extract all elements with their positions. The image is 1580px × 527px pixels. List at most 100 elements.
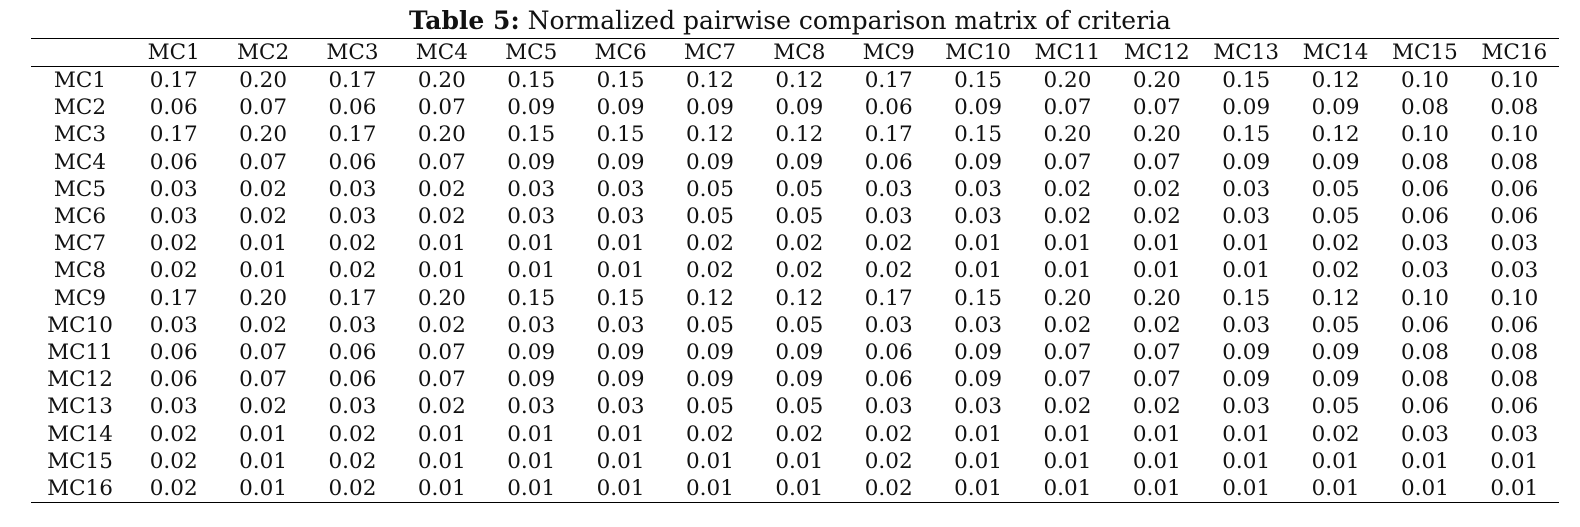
table-cell: 0.01 [417,231,466,257]
table-caption-text: Normalized pairwise comparison matrix of… [527,6,1171,35]
column-header: MC15 [1392,40,1458,65]
table-header-row: MC1 MC2 MC3 MC4 MC5 MC6 MC7 MC8 MC9 MC10 MC11 MC12 M… [31,38,1559,67]
table-cell: 0.03 [954,204,1002,230]
table-cell: 0.09 [1311,367,1360,393]
column-header: MC1 [147,40,200,65]
table-cell: 0.02 [1043,394,1092,420]
row-header: MC16 [47,475,113,501]
table-cell: 0.12 [1311,122,1360,148]
table-cell: 0.09 [954,367,1002,393]
table-cell: 0.06 [1490,394,1539,420]
table-cell: 0.02 [149,258,198,284]
table-cell: 0.09 [775,367,824,393]
table-cell: 0.01 [507,258,556,284]
table-cell: 0.03 [1401,258,1449,284]
table-cell: 0.03 [954,312,1002,338]
table-cell: 0.09 [1222,95,1271,121]
table-cell: 0.05 [1311,394,1360,420]
table-cell: 0.09 [596,95,645,121]
table-cell: 0.01 [1311,475,1360,501]
table-row: MC10 0.03 0.02 0.03 0.02 0.03 0.03 0.05 0.05 0.03… [31,312,1559,339]
table-cell: 0.02 [417,312,466,338]
row-header: MC12 [47,367,113,393]
table-cell: 0.01 [239,421,287,447]
table-cell: 0.03 [507,312,556,338]
table-cell: 0.03 [596,176,645,202]
table-cell: 0.12 [1311,285,1360,311]
row-header: MC11 [47,339,113,365]
table-cell: 0.15 [596,285,645,311]
table-cell: 0.01 [239,258,287,284]
table-cell: 0.01 [417,421,466,447]
table-cell: 0.06 [328,339,377,365]
table-cell: 0.10 [1401,122,1449,148]
table-cell: 0.08 [1401,95,1449,121]
table-cell: 0.07 [239,367,287,393]
column-header: MC8 [773,40,826,65]
table-cell: 0.15 [1222,122,1271,148]
table-cell: 0.01 [1043,448,1092,474]
table-cell: 0.02 [239,312,287,338]
table-cell: 0.03 [328,394,377,420]
table-cell: 0.06 [1401,394,1449,420]
table-caption-label: Table 5: [409,6,520,35]
table-cell: 0.05 [1311,312,1360,338]
table-cell: 0.01 [954,231,1002,257]
table-cell: 0.02 [149,448,198,474]
table-cell: 0.01 [775,448,824,474]
table-cell: 0.03 [149,394,198,420]
row-header: MC14 [47,421,113,447]
table-cell: 0.02 [1043,204,1092,230]
row-header: MC1 [53,68,107,94]
table-cell: 0.09 [1222,367,1271,393]
column-header: MC2 [236,40,290,65]
row-header: MC4 [53,149,107,175]
table-cell: 0.20 [239,122,287,148]
table-cell: 0.03 [149,312,198,338]
table-cell: 0.07 [417,95,466,121]
table-cell: 0.20 [1132,285,1181,311]
table-cell: 0.06 [1490,204,1539,230]
table-cell: 0.02 [864,421,913,447]
table-row: MC15 0.02 0.01 0.02 0.01 0.01 0.01 0.01 0.01 0.02… [31,448,1559,475]
row-header: MC13 [47,394,113,420]
table-cell: 0.03 [328,204,377,230]
table-cell: 0.09 [507,367,556,393]
table-cell: 0.17 [328,122,377,148]
table-row: MC3 0.17 0.20 0.17 0.20 0.15 0.15 0.12 0.12 0.17 0… [31,121,1559,148]
table-cell: 0.15 [596,68,645,94]
table-cell: 0.07 [417,149,466,175]
table-cell: 0.03 [596,312,645,338]
table-cell: 0.01 [1132,421,1181,447]
row-header: MC10 [47,312,113,338]
column-header: MC6 [594,40,647,65]
table-cell: 0.01 [1043,421,1092,447]
table-caption: Table 5: Normalized pairwise comparison … [0,6,1580,36]
comparison-matrix-table: MC1 MC2 MC3 MC4 MC5 MC6 MC7 MC8 MC9 MC10 MC11 MC12 M… [31,38,1559,503]
table-cell: 0.15 [507,68,556,94]
table-cell: 0.20 [417,285,466,311]
table-cell: 0.06 [864,95,913,121]
table-cell: 0.17 [864,285,913,311]
table-cell: 0.02 [149,231,198,257]
table-cell: 0.15 [954,68,1002,94]
table-cell: 0.02 [864,448,913,474]
table-cell: 0.06 [1401,312,1449,338]
table-cell: 0.03 [328,176,377,202]
table-cell: 0.05 [686,394,734,420]
table-cell: 0.05 [1311,176,1360,202]
table-cell: 0.01 [507,421,556,447]
table-cell: 0.20 [1043,122,1092,148]
table-cell: 0.01 [1132,258,1181,284]
column-header: MC12 [1123,40,1190,65]
table-cell: 0.03 [1401,231,1449,257]
table-cell: 0.15 [954,122,1002,148]
table-cell: 0.06 [328,95,377,121]
table-cell: 0.01 [1222,231,1271,257]
table-cell: 0.12 [686,122,734,148]
table-cell: 0.06 [149,149,198,175]
table-cell: 0.09 [686,339,734,365]
table-cell: 0.06 [149,339,198,365]
table-cell: 0.01 [1222,421,1271,447]
row-header: MC8 [53,258,107,284]
